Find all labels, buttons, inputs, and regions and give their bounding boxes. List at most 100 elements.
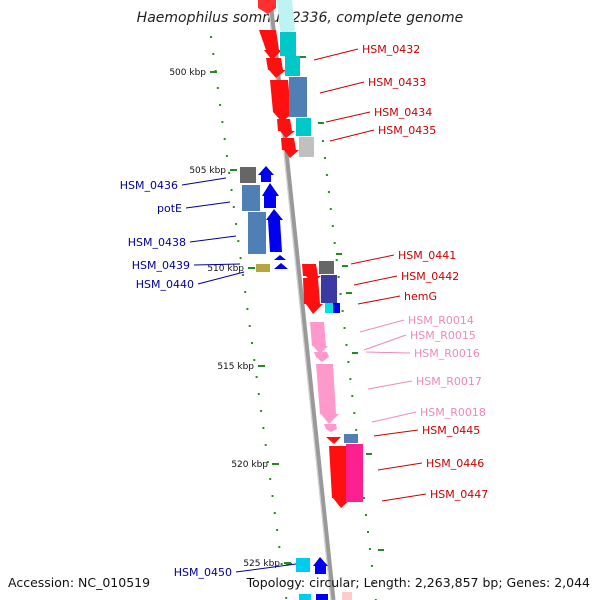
gene-label[interactable]: HSM_0435 [378,124,436,137]
gene-label[interactable]: HSM_R0017 [416,375,482,388]
gene-label[interactable]: HSM_0445 [422,424,480,437]
gene-arrow-potE-blue[interactable] [262,183,279,208]
gene-label[interactable]: HSM_0433 [368,76,426,89]
ring-dot [262,427,265,429]
ring-dot [251,342,253,344]
ring-dot [285,597,288,599]
gene-box-hsm0447-magenta[interactable] [346,444,363,502]
ring-dot [368,548,371,550]
gene-arrow-hsm0445-red[interactable] [326,437,341,444]
scale-ticks: 500 kbp 505 kbp 510 kbp 515 kbp 520 kbp 525 k… [169,68,291,569]
ring-dot [221,121,224,123]
tick-dash [346,292,352,294]
scale-tick-label: 505 kbp [189,166,226,176]
gene-label[interactable]: HSM_0438 [128,236,186,249]
gene-label[interactable]: HSM_0440 [136,278,194,291]
label-leader-line [319,81,365,94]
gene-label[interactable]: HSM_0434 [374,106,432,119]
gene-block-upper [258,0,314,158]
tick-dash [318,122,324,124]
gene-box-hemG-cyan[interactable] [325,303,333,313]
gene-box-potE-steel[interactable] [242,185,260,211]
gene-label[interactable]: HSM_R0015 [410,329,476,342]
gene-arrow-hsm0434-red[interactable] [270,80,294,122]
gene-box-hsm0432-cyan[interactable] [280,32,296,56]
ring-dot [324,157,326,159]
gene-box-hsm0451-cyan[interactable] [299,594,311,600]
gene-label[interactable]: HSM_0450 [174,566,232,579]
ring-dot [349,378,352,380]
gene-box-hsm0445-steel[interactable] [344,434,358,443]
ring-dot [370,565,373,567]
gene-label[interactable]: potE [157,202,182,215]
gene-box-hemG-blue[interactable] [333,303,340,313]
label-leader-line [313,48,359,61]
ring-dot [248,325,251,327]
gene-box-hsm0440-olive[interactable] [256,264,270,272]
gene-label[interactable]: HSM_R0018 [420,406,486,419]
gene-box-hsm0442-steel[interactable] [321,275,337,303]
gene-label[interactable]: HSM_0447 [430,488,488,501]
gene-arrow-hsm0434b-red[interactable] [277,119,295,138]
ring-dot [219,104,222,106]
ring-dot [325,174,328,176]
ring-dot [278,546,281,548]
ring-dot [235,223,238,225]
ring-dot [331,225,334,227]
gene-label[interactable]: HSM_R0016 [414,347,480,360]
ring-dot [353,412,356,414]
scale-tick-label: 515 kbp [217,362,254,372]
gene-arrow-hsm0435-red[interactable] [281,138,299,158]
ring-dot [246,308,249,310]
ring-dot [335,259,338,261]
gene-arrow-r0016-pink[interactable] [314,352,329,362]
gene-label[interactable]: HSM_0432 [362,43,420,56]
tick-dash [300,56,306,58]
gene-box-hsm0441-grey[interactable] [319,261,334,274]
gene-arrow-hsm0439-blue[interactable] [274,255,286,260]
gene-box-hsm0450-cyan[interactable] [296,558,310,572]
gene-label[interactable]: HSM_0446 [426,457,484,470]
gene-block-lower [296,557,352,600]
gene-arrow-r0014-pink[interactable] [310,322,328,354]
gene-labels-right: HSM_0432 HSM_0433 HSM_0434 HSM_0435 HSM_0441… [313,43,488,502]
label-leader-line [363,334,407,351]
label-leader-line [325,111,371,123]
gene-arrow-hsm0442-red[interactable] [303,278,323,314]
scale-tick [210,71,217,73]
gene-arrow-r0017-pink[interactable] [316,364,339,424]
gene-box-hsm0451-blue[interactable] [316,594,328,600]
gene-label[interactable]: HSM_0442 [401,270,459,283]
gene-arrow-hsm0438-blue[interactable] [266,209,283,252]
gene-box-hsm0436-grey[interactable] [240,167,256,183]
ring-dot [253,359,256,361]
gene-box-hsm0433-cyan[interactable] [285,56,300,76]
gene-arrow-hsm0432[interactable] [259,30,282,60]
gene-arrow-r0018-pink[interactable] [324,424,337,432]
gene-arrow-hsm0436-blue[interactable] [258,166,274,182]
ring-dot [225,155,228,157]
gene-box-hsm0435-grey[interactable] [299,137,314,157]
gene-box-hsm0434-cyan[interactable] [296,118,311,136]
gene-arrow-hsm0432-cyan[interactable] [277,0,295,34]
ring-dot [216,87,219,89]
gene-box-hsm0433-steel[interactable] [289,77,307,117]
gene-label[interactable]: HSM_0441 [398,249,456,262]
label-leader-line [197,271,245,285]
gene-label[interactable]: HSM_R0014 [408,314,474,327]
ring-dot [210,36,212,38]
gene-arrow-hsm0450-blue[interactable] [313,557,328,574]
gene-box-hsm0438-steel[interactable] [248,212,266,254]
gene-box-hsm0452-pink[interactable] [342,592,352,600]
gene-label[interactable]: HSM_0439 [132,259,190,272]
ring-dot [230,189,233,191]
outer-ring-dots-left [210,36,288,599]
scale-tick-label: 510 kbp [207,264,244,274]
gene-arrow-hsm0440-blue[interactable] [274,263,288,269]
ring-dot [337,276,340,278]
gene-arrow-hsm0431[interactable] [258,0,276,14]
gene-label[interactable]: HSM_0436 [120,179,178,192]
gene-arrow-hsm0433-red[interactable] [266,58,286,78]
gene-label[interactable]: hemG [404,290,437,303]
ring-dot [355,429,358,431]
